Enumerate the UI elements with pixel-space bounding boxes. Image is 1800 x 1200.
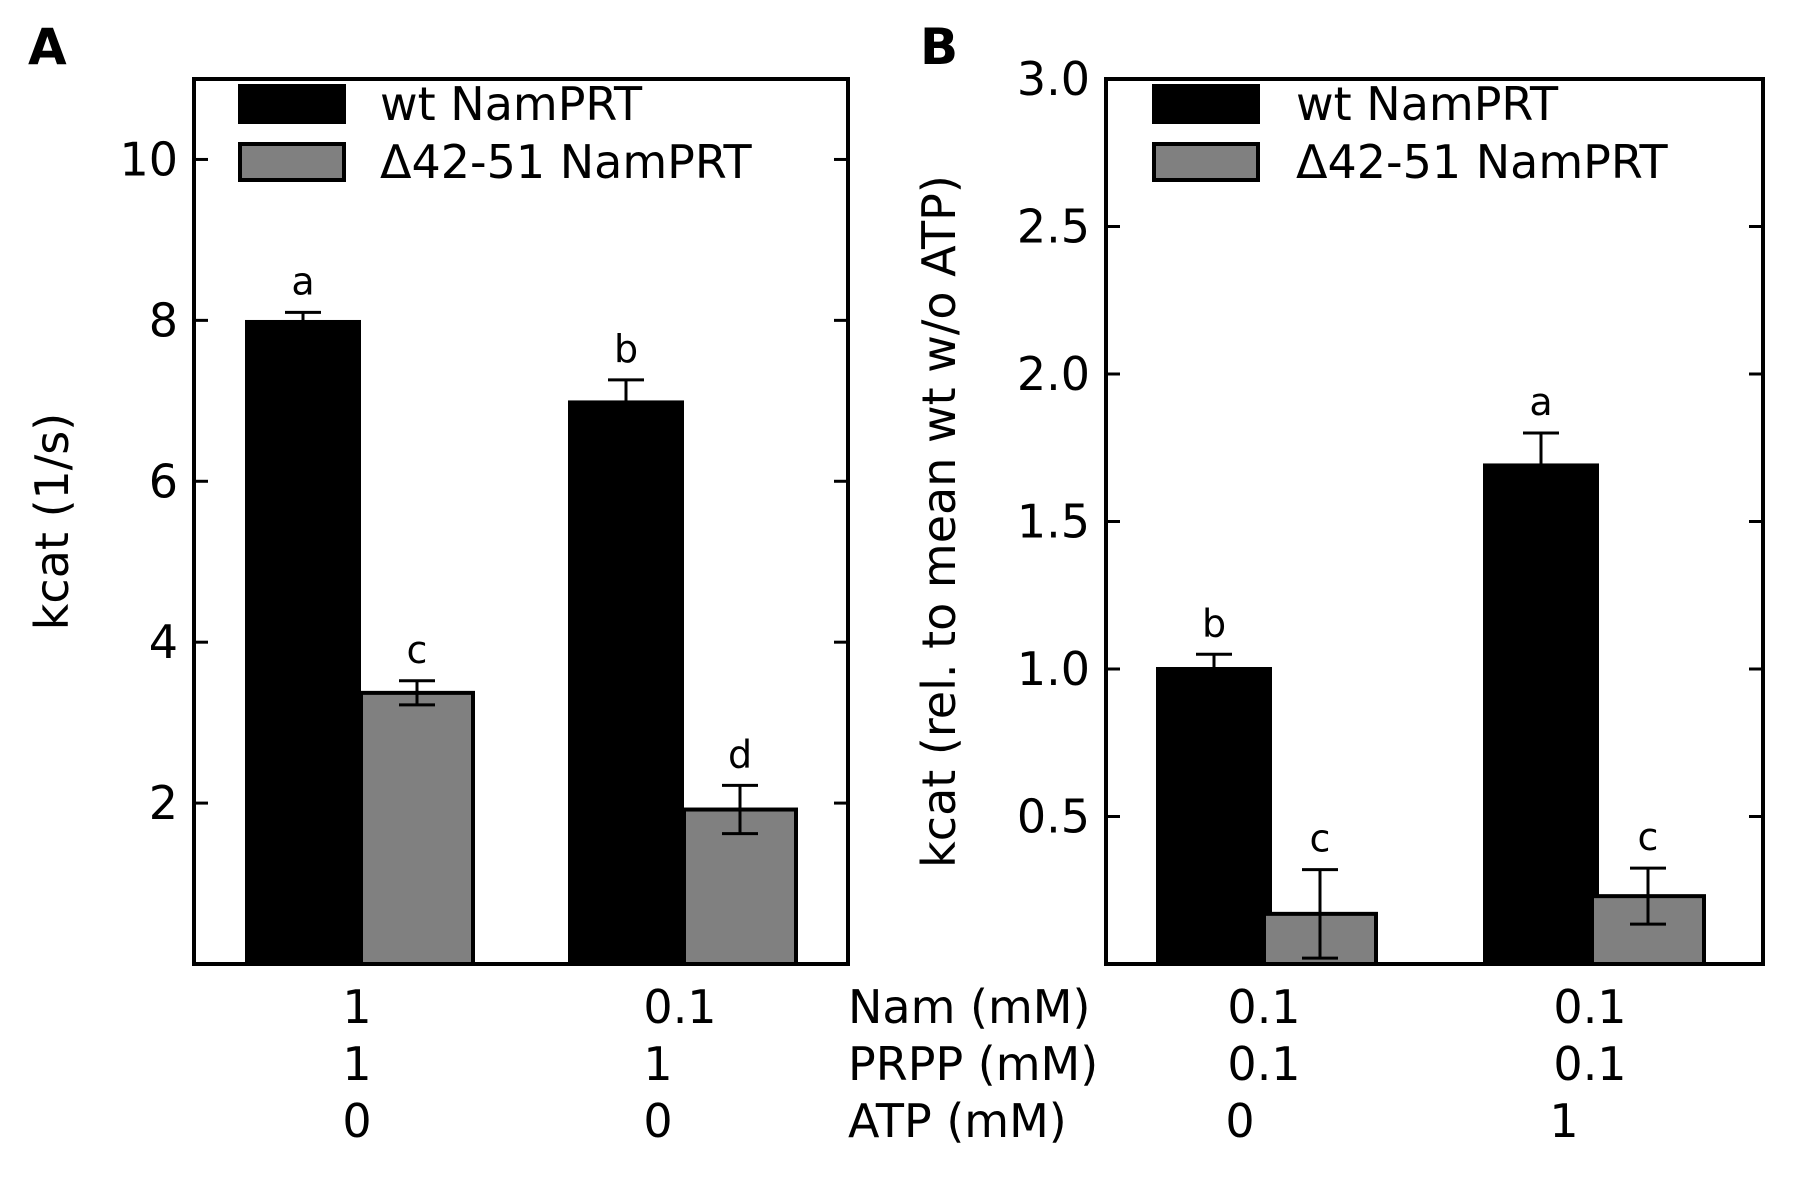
panel-b-sig-label-wt-1: b <box>1202 601 1226 645</box>
panel-a-ytick-label-4: 10 <box>119 132 178 186</box>
panel-b-ytick-label-3: 2.0 <box>1017 347 1090 401</box>
condition-value-b2-atp: 1 <box>1549 1094 1578 1148</box>
panel-a-bar-mutant-1 <box>359 690 475 966</box>
condition-value-a1-nam: 1 <box>342 980 371 1034</box>
panel-b-ytick-label-0: 0.5 <box>1017 790 1090 844</box>
panel-a-error-bar-wt-2 <box>608 378 644 427</box>
panel-a-sig-label-wt-2: b <box>614 327 638 371</box>
conditions-row-atp: 0 0 ATP (mM) 0 1 <box>342 1094 1578 1148</box>
panel-b-bar-wt-2 <box>1483 463 1599 966</box>
conditions-table: 1 0.1 Nam (mM) 0.1 0.1 1 1 PRPP (mM) 0.1… <box>342 980 1626 1148</box>
condition-value-a2-prpp: 1 <box>643 1037 672 1091</box>
panel-b-error-bar-mutant-2 <box>1630 866 1666 926</box>
panel-a-ytick-label-2: 6 <box>149 454 178 508</box>
condition-value-b2-nam: 0.1 <box>1553 980 1626 1034</box>
condition-value-b1-prpp: 0.1 <box>1227 1037 1300 1091</box>
panel-b-legend-swatch-mutant <box>1152 142 1260 182</box>
panel-b-ytick-label-1: 1.0 <box>1017 642 1090 696</box>
panel-a-sig-label-wt-1: a <box>291 259 314 303</box>
panel-a-legend-label-wt: wt NamPRT <box>380 77 643 131</box>
panel-b-ytick-label-5: 3.0 <box>1017 52 1090 106</box>
panel-a-bar-wt-2 <box>568 400 684 967</box>
conditions-row-nam: 1 0.1 Nam (mM) 0.1 0.1 <box>342 980 1626 1034</box>
panel-b-legend-label-mutant: Δ42-51 NamPRT <box>1296 135 1669 189</box>
conditions-row-prpp: 1 1 PRPP (mM) 0.1 0.1 <box>342 1037 1626 1091</box>
panel-a-letter: A <box>28 18 67 76</box>
panel-a-legend-label-mutant: Δ42-51 NamPRT <box>380 135 753 189</box>
panel-b-ytick-label-2: 1.5 <box>1017 495 1090 549</box>
panel-a-legend-swatch-wt <box>238 84 346 124</box>
panel-a-sig-label-mutant-1: c <box>407 628 428 672</box>
panel-b-legend-swatch-wt <box>1152 84 1260 124</box>
panel-b-chart: b a c c 0.5 1.0 1.5 2.0 2.5 3.0 kcat (rel. to mean… <box>912 52 1765 967</box>
panel-a-sig-label-mutant-2: d <box>728 732 752 776</box>
panel-b-bar-wt-1 <box>1156 667 1272 966</box>
panel-b-sig-label-mutant-1: c <box>1310 817 1331 861</box>
panel-b-letter: B <box>920 18 958 76</box>
panel-a-ytick-label-3: 8 <box>149 293 178 347</box>
condition-value-a2-nam: 0.1 <box>643 980 716 1034</box>
condition-value-b2-prpp: 0.1 <box>1553 1037 1626 1091</box>
panel-b-error-bar-mutant-1 <box>1302 868 1338 960</box>
panel-b-error-bar-wt-2 <box>1523 431 1559 500</box>
panel-a-ylabel: kcat (1/s) <box>25 413 79 630</box>
panel-b-legend-label-wt: wt NamPRT <box>1296 77 1559 131</box>
panel-b-ylabel: kcat (rel. to mean wt w/o ATP) <box>912 175 966 868</box>
condition-row-label-atp: ATP (mM) <box>848 1094 1067 1148</box>
condition-value-a1-prpp: 1 <box>342 1037 371 1091</box>
panel-a-axes-frame <box>192 77 850 966</box>
panel-a-ytick-label-0: 2 <box>149 776 178 830</box>
panel-a-legend-swatch-mutant <box>238 142 346 182</box>
condition-value-a1-atp: 0 <box>342 1094 371 1148</box>
panel-b-sig-label-wt-2: a <box>1529 380 1552 424</box>
condition-value-b1-atp: 0 <box>1225 1094 1254 1148</box>
panel-a-bar-wt-1 <box>245 319 361 966</box>
panel-a-ytick-label-1: 4 <box>149 615 178 669</box>
panel-a-error-bar-mutant-2 <box>722 783 758 836</box>
panel-a-error-bar-mutant-1 <box>399 679 435 707</box>
panel-b-error-bar-wt-1 <box>1196 652 1232 686</box>
panel-a-error-bar-wt-1 <box>285 310 321 334</box>
condition-row-label-nam: Nam (mM) <box>848 980 1090 1034</box>
condition-row-label-prpp: PRPP (mM) <box>848 1037 1098 1091</box>
condition-value-a2-atp: 0 <box>643 1094 672 1148</box>
panel-b-ytick-label-4: 2.5 <box>1017 200 1090 254</box>
panel-b-sig-label-mutant-2: c <box>1638 815 1659 859</box>
condition-value-b1-nam: 0.1 <box>1227 980 1300 1034</box>
